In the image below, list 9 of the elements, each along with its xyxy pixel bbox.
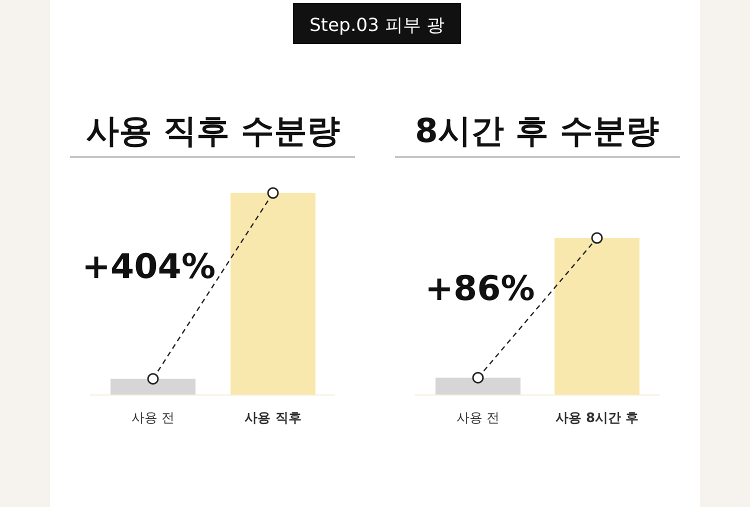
chart-title: 8시간 후 수분량 (415, 111, 659, 150)
annotation: +404% (82, 247, 216, 287)
annotation: +86% (425, 269, 535, 309)
x-tick-label: 사용 8시간 후 (555, 411, 639, 426)
x-tick-label: 사용 직후 (244, 411, 302, 426)
x-tick-label: 사용 전 (456, 411, 500, 426)
x-tick-label: 사용 전 (131, 411, 175, 426)
chart-title: 사용 직후 수분량 (86, 111, 340, 150)
text: Step.03 피부 광 (309, 15, 445, 36)
